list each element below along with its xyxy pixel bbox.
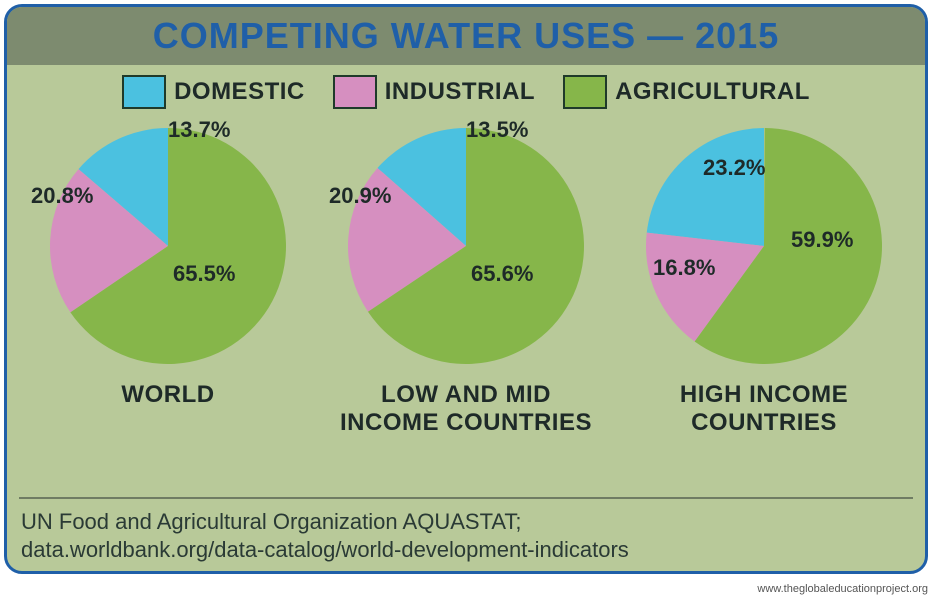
chart-column: 23.2% 16.8% 59.9% HIGH INCOMECOUNTRIES [615,121,913,436]
source-citation: UN Food and Agricultural Organization AQ… [21,508,911,563]
pie-slice-label-agricultural: 65.5% [173,261,235,287]
legend-swatch-agricultural [563,75,607,109]
pie-title: WORLD [121,381,214,409]
attribution-text: www.theglobaleducationproject.org [757,583,928,595]
chart-column: 13.7%20.8%65.5% WORLD [19,121,317,409]
chart-title: COMPETING WATER USES — 2015 [153,15,779,57]
pie-slice-label-domestic: 23.2% [703,155,765,181]
divider-line [19,497,913,499]
pie-title: HIGH INCOMECOUNTRIES [680,381,848,436]
chart-column: 13.5%20.9%65.6% LOW AND MIDINCOME COUNTRI… [317,121,615,436]
title-bar: COMPETING WATER USES — 2015 [7,7,925,65]
legend-label: INDUSTRIAL [385,78,535,106]
charts-row: 13.7%20.8%65.5%WORLD13.5%20.9%65.6%LOW A… [7,115,925,436]
pie-chart: 13.7%20.8%65.5% [43,121,293,371]
chart-panel: COMPETING WATER USES — 2015 DOMESTIC INDU… [4,4,928,574]
pie-slice-label-industrial: 20.8% [31,183,93,209]
legend-label: AGRICULTURAL [615,78,810,106]
figure-root: COMPETING WATER USES — 2015 DOMESTIC INDU… [0,0,934,601]
legend-item-agricultural: AGRICULTURAL [563,75,810,109]
pie-chart: 13.5%20.9%65.6% [341,121,591,371]
pie-slice-label-domestic: 13.7% [168,117,230,143]
legend-swatch-domestic [122,75,166,109]
legend: DOMESTIC INDUSTRIAL AGRICULTURAL [7,65,925,115]
legend-swatch-industrial [333,75,377,109]
pie-slice-label-industrial: 16.8% [653,255,715,281]
legend-item-industrial: INDUSTRIAL [333,75,535,109]
legend-label: DOMESTIC [174,78,305,106]
pie-slice-label-agricultural: 59.9% [791,227,853,253]
legend-item-domestic: DOMESTIC [122,75,305,109]
pie-slice-domestic [647,128,764,246]
pie-title: LOW AND MIDINCOME COUNTRIES [340,381,592,436]
pie-slice-label-agricultural: 65.6% [471,261,533,287]
pie-chart: 23.2% 16.8% 59.9% [639,121,889,371]
pie-slice-label-domestic: 13.5% [466,117,528,143]
pie-slice-label-industrial: 20.9% [329,183,391,209]
